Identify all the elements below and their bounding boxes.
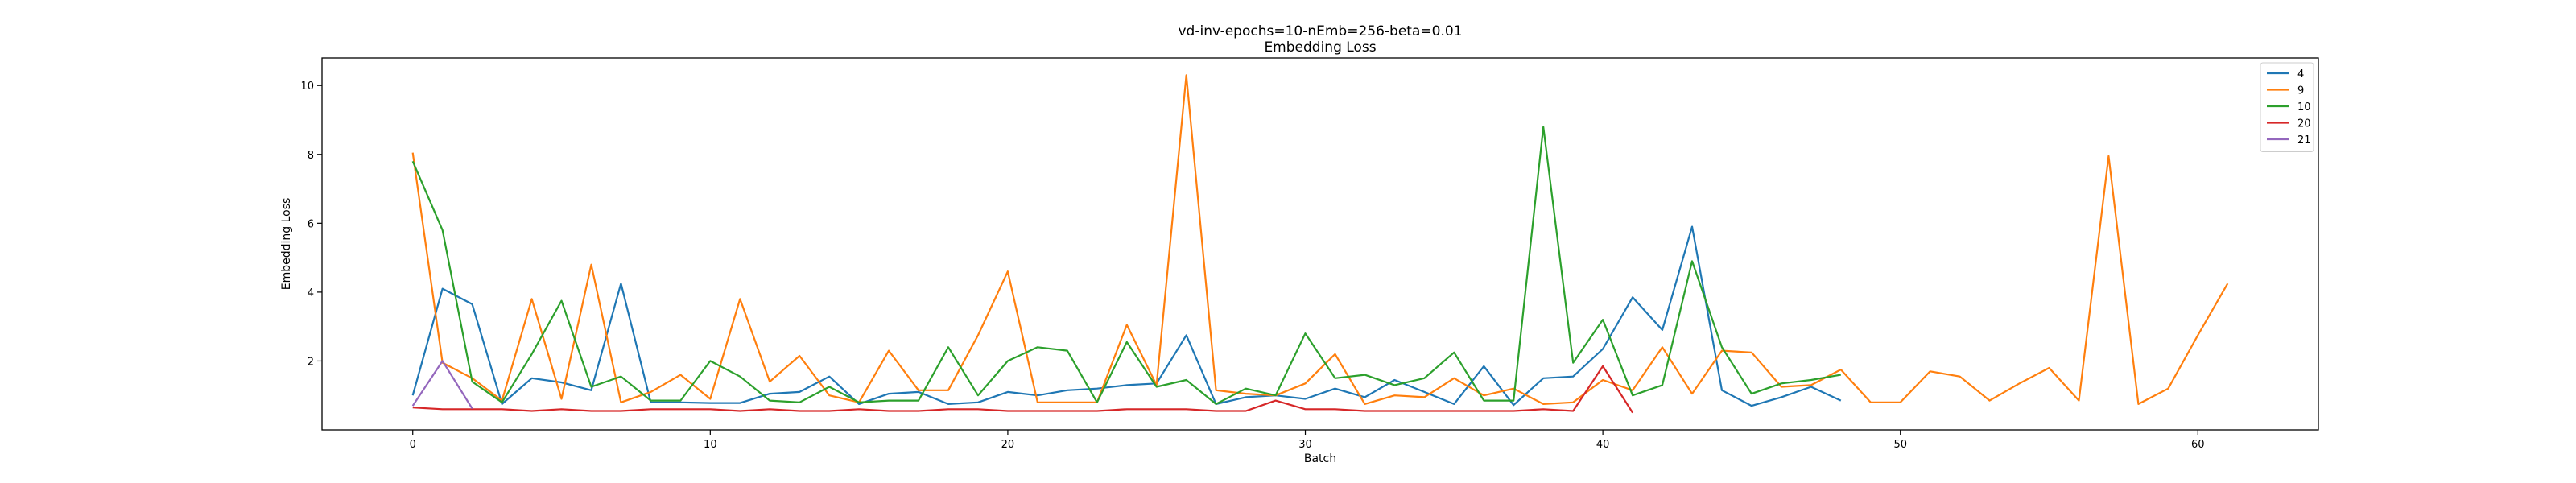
series-line-20 [412,365,1634,414]
legend: 4 9 10 20 21 [2260,62,2314,152]
x-tick-label: 40 [1596,439,1610,451]
series-line-4 [411,225,1842,407]
x-tick-label: 30 [1298,439,1312,451]
legend-label: 21 [2297,134,2311,147]
x-tick-label: 0 [410,439,416,451]
x-axis-label: Batch [1304,452,1336,465]
legend-label: 20 [2297,118,2311,130]
y-tick-label: 4 [308,287,314,299]
legend-label: 10 [2297,101,2311,114]
series-line-9 [411,74,2229,405]
series-line-21 [411,360,473,410]
x-tick-label: 50 [1893,439,1907,451]
series-line-10 [411,126,1841,405]
axes: 0 10 20 30 40 50 60 2 4 6 8 10 [300,80,2204,451]
y-tick-label: 10 [300,80,314,93]
x-tick-label: 20 [1001,439,1015,451]
y-tick-label: 8 [308,150,314,162]
plot-area [411,74,2229,414]
y-tick-label: 6 [308,218,314,230]
legend-box [2260,62,2314,152]
legend-label: 9 [2297,85,2304,97]
x-tick-label: 10 [704,439,717,451]
y-tick-label: 2 [308,356,314,368]
chart-subtitle: Embedding Loss [1264,39,1376,56]
x-tick-label: 60 [2191,439,2205,451]
axes-frame [321,57,2319,431]
y-axis-label: Embedding Loss [280,198,293,291]
legend-label: 4 [2297,68,2304,80]
chart-title: vd-inv-epochs=10-nEmb=256-beta=0.01 [1179,23,1463,39]
